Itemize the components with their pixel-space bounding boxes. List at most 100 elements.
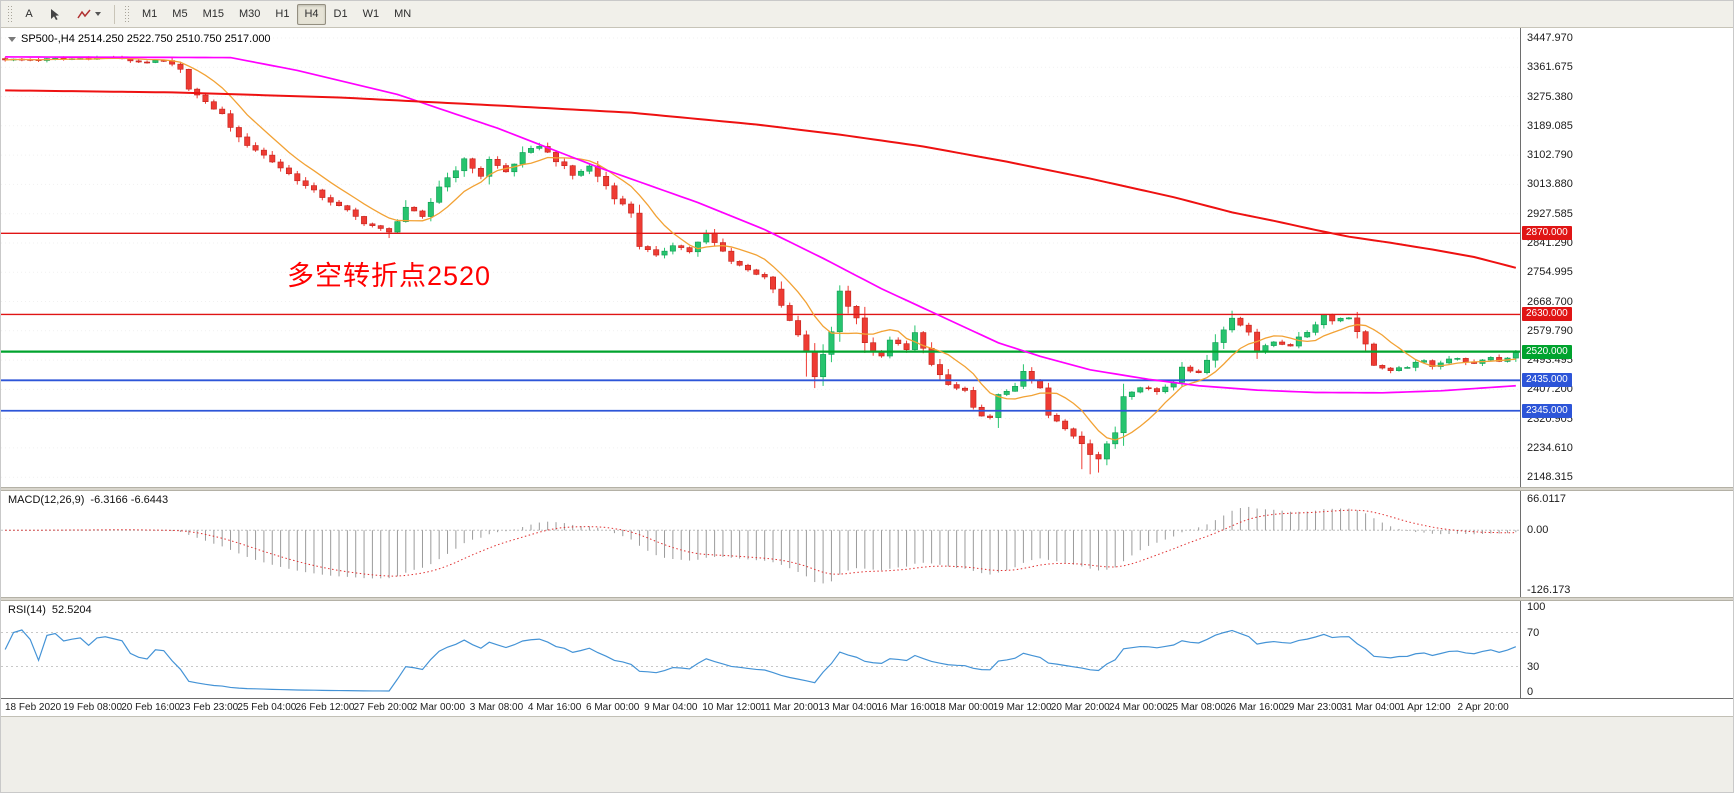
- rsi-scale[interactable]: 100 70 30 0: [1520, 601, 1733, 698]
- time-label: 20 Mar 20:00: [1050, 702, 1110, 713]
- macd-tick: -126.173: [1527, 584, 1571, 596]
- price-tick: 2234.610: [1527, 441, 1573, 454]
- timeframe-button-m30[interactable]: M30: [232, 4, 267, 25]
- time-label: 19 Mar 12:00: [992, 702, 1052, 713]
- rsi-tick: 100: [1527, 601, 1546, 613]
- time-label: 19 Feb 08:00: [63, 702, 123, 713]
- rsi-line: [4, 629, 1517, 692]
- timeframe-button-mn[interactable]: MN: [387, 4, 418, 25]
- price-tag-2435: 2435.000: [1522, 373, 1572, 388]
- timeframe-button-m1[interactable]: M1: [135, 4, 164, 25]
- macd-tick: 0.00: [1527, 524, 1549, 537]
- time-label: 27 Feb 20:00: [353, 702, 413, 713]
- rsi-label-value: 52.5204: [51, 604, 92, 616]
- bottom-empty-area: [1, 716, 1733, 792]
- toolbar-drag-handle[interactable]: [7, 5, 13, 23]
- macd-histogram: [13, 506, 1517, 584]
- time-label: 25 Mar 08:00: [1167, 702, 1226, 713]
- time-label: 1 Apr 12:00: [1399, 702, 1451, 713]
- timeframe-button-m5[interactable]: M5: [165, 4, 194, 25]
- text-tool-button[interactable]: A: [18, 4, 40, 25]
- pane-divider-macd[interactable]: [1, 487, 1733, 491]
- ma-mid-line: [5, 56, 1516, 394]
- time-label: 26 Feb 12:00: [295, 702, 355, 713]
- time-label: 18 Mar 00:00: [934, 702, 994, 713]
- time-label: 31 Mar 04:00: [1341, 702, 1401, 713]
- price-tick: 2668.700: [1527, 295, 1573, 308]
- toolbar: A M1 M5 M15 M30 H1 H4 D1 W1 MN: [1, 1, 1733, 28]
- price-tick: 2579.790: [1527, 324, 1573, 337]
- time-label: 26 Mar 16:00: [1225, 702, 1285, 713]
- rsi-label-name: RSI(14): [8, 604, 46, 616]
- time-label: 18 Feb 2020: [5, 702, 62, 713]
- macd-signal-line: [5, 509, 1516, 577]
- time-label: 6 Mar 00:00: [586, 702, 640, 713]
- time-label: 24 Mar 00:00: [1108, 702, 1168, 713]
- timeframe-button-h1[interactable]: H1: [268, 4, 296, 25]
- ma-fast-line: [5, 57, 1516, 441]
- price-tick: 2754.995: [1527, 266, 1573, 279]
- price-tick: 3361.675: [1527, 61, 1573, 74]
- line-studies-button[interactable]: [70, 4, 108, 25]
- main-chart-pane: SP500-,H4 2514.250 2522.750 2510.750 251…: [1, 28, 1733, 487]
- rsi-tick: 70: [1527, 626, 1540, 639]
- price-tag-2630: 2630.000: [1522, 307, 1572, 322]
- pane-divider-rsi[interactable]: [1, 597, 1733, 601]
- time-label: 9 Mar 04:00: [644, 702, 698, 713]
- macd-label-values: -6.3166 -6.6443: [90, 494, 169, 506]
- zigzag-icon: [77, 9, 91, 18]
- price-tag-2345: 2345.000: [1522, 403, 1572, 418]
- time-label: 2 Mar 00:00: [411, 702, 466, 713]
- price-tick: 2148.315: [1527, 471, 1573, 484]
- timeframe-button-w1[interactable]: W1: [356, 4, 387, 25]
- rsi-plot[interactable]: [1, 601, 1520, 698]
- price-tick: 3275.380: [1527, 90, 1573, 103]
- rsi-pane: RSI(14) 52.5204 100 70 30 0: [1, 601, 1733, 698]
- dropdown-arrow-icon: [95, 12, 101, 16]
- time-label: 10 Mar 12:00: [702, 702, 762, 713]
- macd-plot[interactable]: [1, 491, 1520, 597]
- timeframe-button-d1[interactable]: D1: [327, 4, 355, 25]
- price-tick: 3013.880: [1527, 178, 1573, 191]
- price-tag-2870: 2870.000: [1522, 226, 1572, 241]
- macd-label-name: MACD(12,26,9): [8, 494, 85, 506]
- price-scale[interactable]: 3447.970 3361.675 3275.380 3189.085 3102.790…: [1520, 28, 1733, 487]
- time-label: 29 Mar 23:00: [1283, 702, 1343, 713]
- time-label: 4 Mar 16:00: [527, 702, 582, 713]
- macd-label: MACD(12,26,9) -6.3166 -6.6443: [8, 494, 168, 506]
- cursor-icon: [51, 8, 59, 20]
- time-label: 3 Mar 08:00: [469, 702, 524, 713]
- collapse-triangle-icon[interactable]: [8, 36, 16, 42]
- price-tag-2520: 2520.000: [1522, 344, 1572, 359]
- time-label: 25 Feb 04:00: [237, 702, 297, 713]
- price-tick: 2927.585: [1527, 207, 1573, 220]
- time-axis[interactable]: 18 Feb 2020 19 Feb 08:00 20 Feb 16:00 23 Fe…: [1, 698, 1733, 716]
- price-tick: 3189.085: [1527, 119, 1573, 132]
- time-label: 13 Mar 04:00: [818, 702, 878, 713]
- rsi-label: RSI(14) 52.5204: [8, 604, 92, 616]
- macd-pane: MACD(12,26,9) -6.3166 -6.6443 66.0117 0.0…: [1, 491, 1733, 597]
- timeframe-toolbar-handle[interactable]: [124, 5, 130, 23]
- price-tick: 3447.970: [1527, 32, 1573, 44]
- rsi-tick: 30: [1527, 660, 1540, 673]
- time-label: 11 Mar 20:00: [760, 702, 819, 713]
- toolbar-separator: [114, 4, 115, 24]
- macd-tick: 66.0117: [1527, 493, 1566, 505]
- ma-slow-line: [5, 89, 1517, 269]
- time-label: 2 Apr 20:00: [1457, 702, 1509, 713]
- timeframe-button-h4[interactable]: H4: [297, 3, 326, 25]
- cursor-tool-button[interactable]: [42, 4, 68, 25]
- price-tick: 3102.790: [1527, 149, 1573, 162]
- chart-title: SP500-,H4 2514.250 2522.750 2510.750 251…: [8, 33, 271, 45]
- chart-annotation-text[interactable]: 多空转折点2520: [287, 261, 492, 291]
- time-label: 20 Feb 16:00: [121, 702, 181, 713]
- timeframe-button-m15[interactable]: M15: [196, 4, 231, 25]
- price-chart-plot[interactable]: [1, 28, 1520, 487]
- macd-scale[interactable]: 66.0117 0.00 -126.173: [1520, 491, 1733, 597]
- timeframe-group: M1 M5 M15 M30 H1 H4 D1 W1 MN: [135, 3, 418, 25]
- time-label: 23 Feb 23:00: [179, 702, 239, 713]
- time-label: 16 Mar 16:00: [876, 702, 936, 713]
- rsi-tick: 0: [1527, 686, 1534, 698]
- chart-title-text: SP500-,H4 2514.250 2522.750 2510.750 251…: [21, 33, 271, 45]
